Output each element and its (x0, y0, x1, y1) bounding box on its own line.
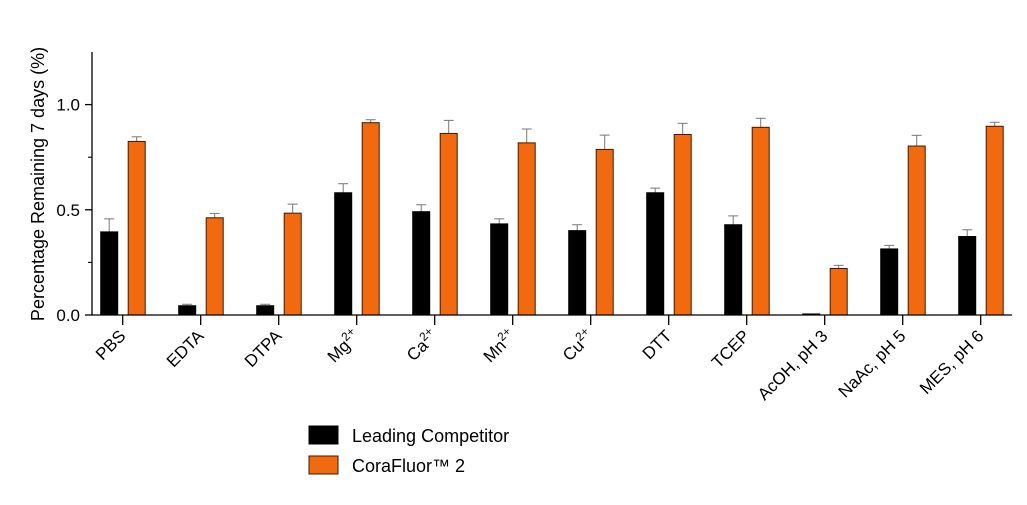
x-tick-label: PBS (92, 326, 129, 363)
y-axis-label: Percentage Remaining 7 days (%) (28, 47, 48, 321)
bar-leading-competitor (568, 230, 587, 316)
bar-leading-competitor (880, 248, 899, 316)
x-tick-label: DTT (639, 326, 676, 363)
bar-corafluor (517, 142, 536, 316)
bar-corafluor (673, 133, 692, 316)
bar-corafluor (751, 126, 770, 316)
legend-label: CoraFluor™ 2 (352, 456, 465, 476)
x-tick-labels: PBS EDTA DTPA Mg2+ Ca2+ Mn2+ Cu2+ DTT TCEP AcOH, … (92, 324, 987, 404)
x-tick-label: DTPA (241, 326, 286, 371)
bar-corafluor (283, 212, 302, 316)
legend: Leading Competitor CoraFluor™ 2 (308, 425, 509, 476)
bar-leading-competitor (724, 224, 743, 316)
bar-leading-competitor (334, 192, 353, 316)
y-tick-label: 0.5 (56, 201, 80, 220)
legend-swatch (308, 455, 339, 475)
bar-leading-competitor (958, 236, 977, 316)
bar-corafluor (829, 268, 848, 316)
legend-label: Leading Competitor (352, 426, 509, 446)
bar-corafluor (205, 217, 224, 316)
bar-leading-competitor (100, 231, 119, 316)
legend-swatch (308, 425, 339, 445)
bar-leading-competitor (256, 305, 275, 316)
bars-layer (100, 117, 1004, 316)
x-tick-label: Cu2+ (557, 324, 598, 365)
x-tick-label: AcOH, pH 3 (754, 326, 832, 404)
bar-leading-competitor (646, 192, 665, 316)
bar-corafluor (439, 132, 458, 316)
bar-corafluor (985, 125, 1004, 316)
x-tick-label: TCEP (708, 326, 753, 371)
bar-leading-competitor (490, 223, 509, 316)
axes-layer: 0.0 0.5 1.0 (56, 52, 1012, 325)
bar-leading-competitor (178, 305, 197, 316)
x-tick-label: MES, pH 6 (916, 326, 988, 398)
x-tick-label: NaAc, pH 5 (835, 326, 910, 401)
y-tick-label: 0.0 (56, 306, 80, 325)
bar-corafluor (907, 145, 926, 316)
bar-corafluor (595, 148, 614, 316)
x-tick-label: EDTA (163, 326, 208, 371)
bar-corafluor (127, 140, 146, 316)
x-tick-label: Mn2+ (478, 324, 520, 366)
y-tick-label: 1.0 (56, 96, 80, 115)
x-tick-label: Ca2+ (401, 324, 442, 365)
bar-corafluor (361, 122, 380, 316)
x-tick-label: Mg2+ (322, 324, 364, 366)
bar-leading-competitor (412, 211, 431, 316)
